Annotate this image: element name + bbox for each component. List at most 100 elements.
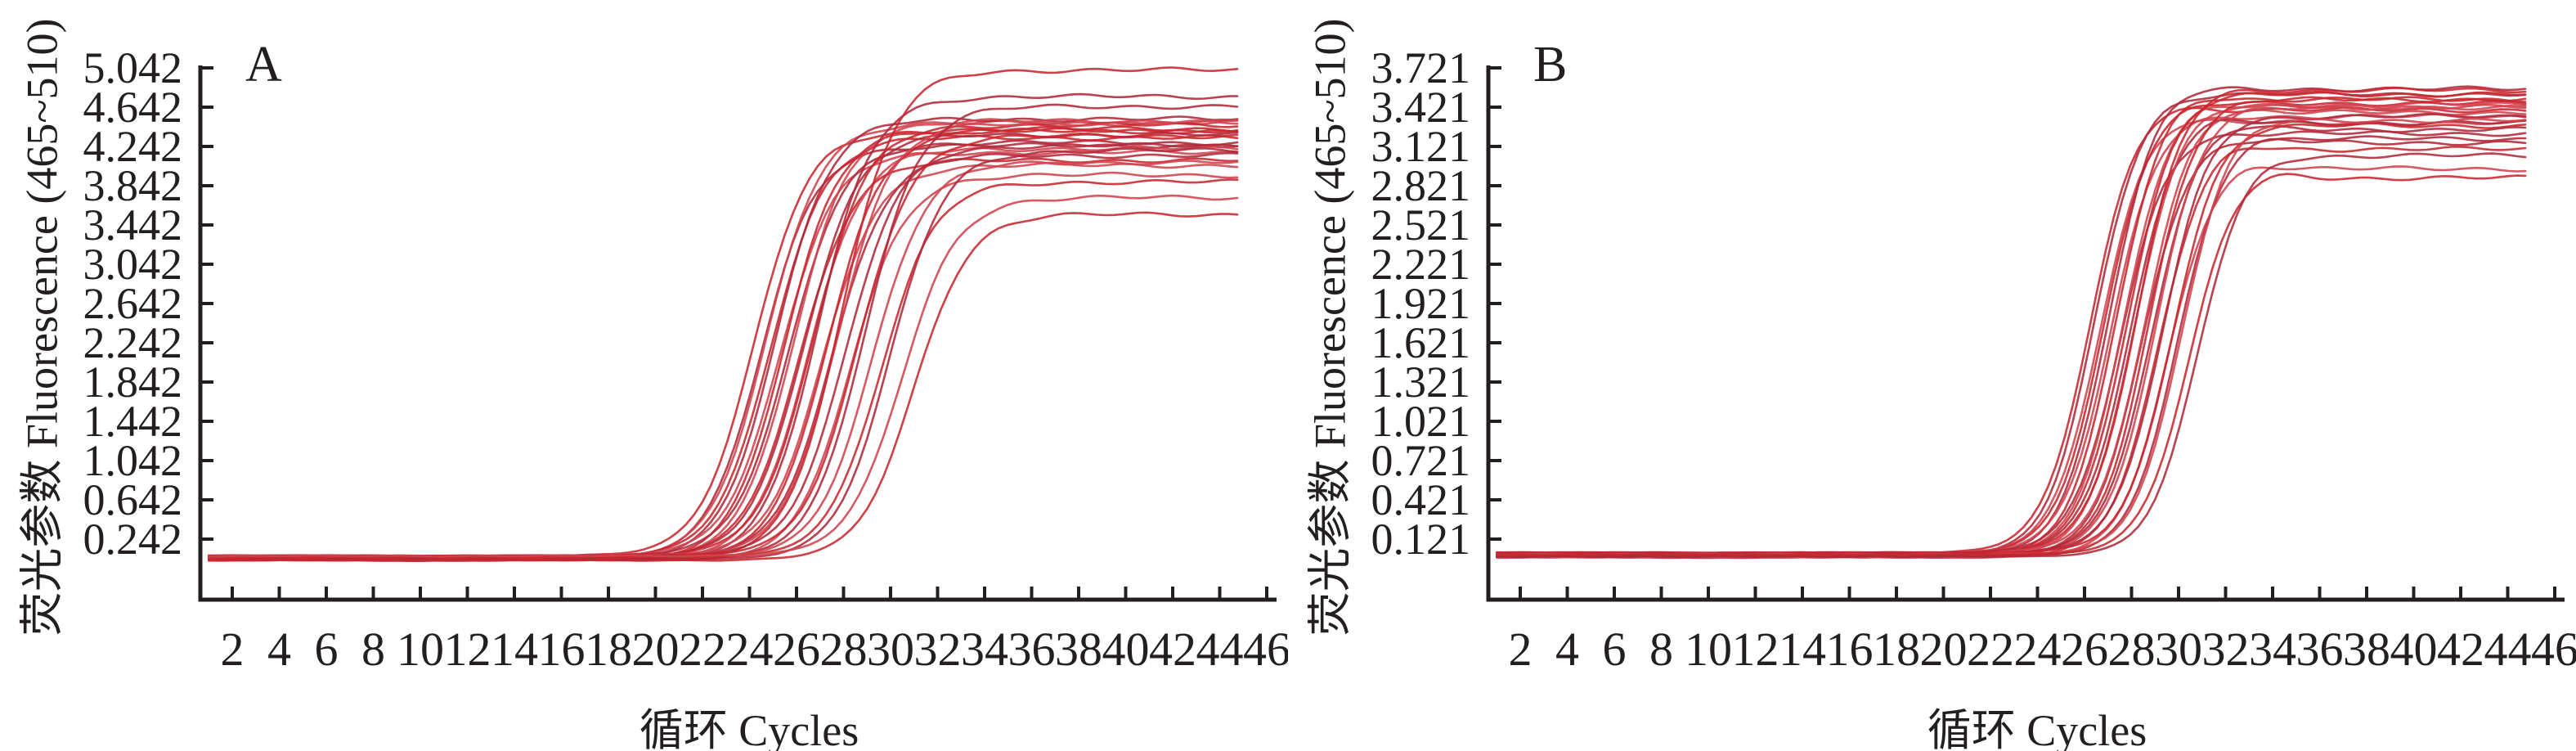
x-tick-label: 34 — [961, 623, 1008, 676]
x-tick-label: 32 — [914, 623, 962, 676]
y-tick-label: 2.242 — [83, 318, 183, 367]
x-tick-label: 32 — [2202, 623, 2250, 676]
x-tick-label: 10 — [1685, 623, 1732, 676]
amplification-curve — [1496, 152, 2527, 559]
amplification-curve — [1496, 146, 2527, 559]
y-axis-title-a: 荧光参数 Fluorescence (465~510) — [17, 18, 67, 636]
x-tick-label: 42 — [1149, 623, 1196, 676]
x-tick-label: 10 — [397, 623, 444, 676]
y-tick-label: 1.321 — [1371, 358, 1471, 407]
y-tick-label: 3.721 — [1371, 43, 1471, 92]
amplification-curve — [1496, 119, 2527, 557]
amplification-curve — [208, 103, 1239, 561]
x-tick-label: 28 — [820, 623, 868, 676]
x-tick-label: 38 — [1055, 623, 1102, 676]
x-tick-label: 14 — [1779, 623, 1826, 676]
amplification-curve — [208, 157, 1239, 560]
x-tick-label: 12 — [444, 623, 491, 676]
amplification-curve — [1496, 109, 2527, 555]
x-tick-label: 24 — [726, 623, 774, 676]
amplification-curve — [1496, 113, 2527, 555]
x-tick-label: 22 — [679, 623, 726, 676]
x-tick-label: 12 — [1732, 623, 1779, 676]
x-tick-label: 36 — [1008, 623, 1056, 676]
y-axis-title-b: 荧光参数 Fluorescence (465~510) — [1305, 18, 1355, 636]
x-tick-label: 34 — [2249, 623, 2296, 676]
y-tick-label: 3.842 — [83, 161, 183, 210]
x-axis-title-b: 循环 Cycles — [1927, 706, 2147, 751]
y-tick-label: 1.921 — [1371, 279, 1471, 328]
amplification-curve — [1496, 96, 2527, 560]
x-tick-label: 14 — [491, 623, 538, 676]
y-tick-label: 1.442 — [83, 397, 183, 446]
amplification-curve — [1496, 96, 2527, 559]
x-tick-label: 28 — [2108, 623, 2156, 676]
x-tick-label: 18 — [1873, 623, 1920, 676]
x-tick-label: 30 — [867, 623, 914, 676]
y-tick-label: 0.421 — [1371, 475, 1471, 524]
x-tick-label: 40 — [2390, 623, 2438, 676]
amplification-curve — [1496, 118, 2527, 556]
y-tick-label: 2.821 — [1371, 161, 1471, 210]
amplification-curve — [1496, 90, 2527, 558]
y-tick-label: 2.642 — [83, 279, 183, 328]
x-tick-label: 36 — [2296, 623, 2344, 676]
amplification-curve — [208, 127, 1239, 558]
panel-b: 3.721 3.421 3.121 2.821 2.521 2.221 1.921 1.621… — [1288, 0, 2576, 751]
y-tick-label: 1.621 — [1371, 318, 1471, 367]
amplification-curve — [1496, 101, 2527, 559]
amplification-curve — [208, 147, 1239, 561]
x-tick-label: 20 — [1920, 623, 1968, 676]
y-tick-label: 1.042 — [83, 436, 183, 485]
y-tick-label: 1.021 — [1371, 397, 1471, 446]
x-tick-label: 30 — [2155, 623, 2202, 676]
amplification-curve — [1496, 106, 2527, 555]
y-tick-label: 0.721 — [1371, 436, 1471, 485]
y-tick-label: 0.642 — [83, 475, 183, 524]
y-tick-label: 3.442 — [83, 200, 183, 250]
y-tick-label: 3.042 — [83, 240, 183, 289]
plot-area-b: 3.7213.4213.1212.8212.5212.2211.9211.621… — [1371, 43, 2576, 676]
x-tick-label: 46 — [1243, 623, 1288, 676]
x-tick-label: 18 — [585, 623, 632, 676]
amplification-curve — [208, 145, 1239, 561]
x-tick-label: 8 — [361, 623, 385, 676]
y-tick-label: 4.642 — [83, 83, 183, 132]
x-tick-label: 6 — [315, 623, 339, 676]
amplification-curve — [208, 194, 1239, 558]
amplification-curve — [1496, 113, 2527, 555]
x-tick-label: 42 — [2437, 623, 2484, 676]
amplification-curve — [1496, 130, 2527, 555]
y-tick-label: 1.842 — [83, 358, 183, 407]
x-tick-label: 46 — [2531, 623, 2576, 676]
y-tick-label: 4.242 — [83, 122, 183, 171]
amplification-curve — [1496, 135, 2527, 560]
x-tick-label: 22 — [1967, 623, 2014, 676]
amplification-curve — [208, 160, 1239, 560]
x-tick-label: 40 — [1102, 623, 1150, 676]
amplification-curve — [208, 121, 1239, 558]
x-tick-label: 24 — [2014, 623, 2062, 676]
x-tick-label: 44 — [2484, 623, 2532, 676]
y-tick-label: 0.121 — [1371, 515, 1471, 564]
y-tick-label: 3.121 — [1371, 122, 1471, 171]
y-tick-label: 0.242 — [83, 515, 183, 564]
amplification-curve — [208, 119, 1239, 560]
amplification-curve — [1496, 124, 2527, 556]
x-tick-label: 2 — [1509, 623, 1533, 676]
amplification-curve — [1496, 91, 2527, 556]
panel-label-b: B — [1533, 37, 1568, 92]
amplification-curve — [1496, 104, 2527, 559]
x-tick-label: 16 — [538, 623, 586, 676]
x-tick-label: 6 — [1603, 623, 1627, 676]
x-tick-label: 26 — [2061, 623, 2108, 676]
x-tick-label: 4 — [1555, 623, 1579, 676]
amplification-curve — [1496, 173, 2527, 556]
y-tick-label: 2.521 — [1371, 200, 1471, 250]
amplification-curve — [1496, 137, 2527, 559]
amplification-curve — [208, 161, 1239, 558]
amplification-curve — [1496, 117, 2527, 556]
x-tick-label: 8 — [1649, 623, 1673, 676]
amplification-curve — [208, 119, 1239, 560]
